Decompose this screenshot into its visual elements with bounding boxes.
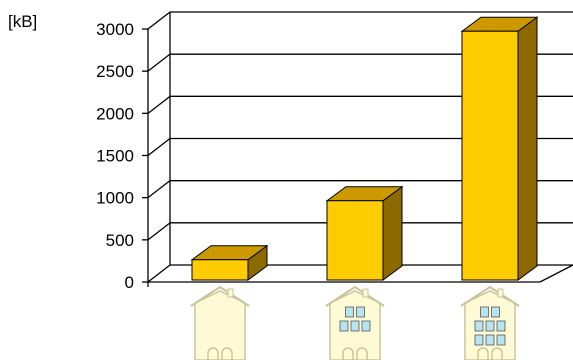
building-window <box>350 320 360 332</box>
building-roof <box>325 285 385 307</box>
gridline-depth <box>147 11 171 30</box>
three-storey-building-icon <box>460 285 520 360</box>
y-tick-label: 500 <box>106 231 134 250</box>
y-tick-label: 3000 <box>96 20 134 39</box>
category-icons <box>190 285 520 360</box>
building-roof <box>190 285 250 307</box>
building-roof <box>460 285 520 307</box>
building-window <box>474 320 484 332</box>
bar-side-face <box>382 185 403 281</box>
building-door <box>356 347 368 360</box>
bar <box>325 185 404 281</box>
building-window <box>491 306 500 318</box>
house-icon <box>190 285 250 360</box>
y-tick-label: 1000 <box>96 189 134 208</box>
building-door <box>491 347 503 360</box>
building-window <box>474 334 484 346</box>
building-chimney <box>362 288 369 298</box>
two-storey-building-icon <box>325 285 385 360</box>
y-axis-unit-label: [kB] <box>8 12 37 31</box>
bar <box>460 16 539 281</box>
y-tick-label: 2500 <box>96 62 134 81</box>
building-window <box>345 306 354 318</box>
building-window <box>496 334 506 346</box>
gridline-depth <box>147 137 171 157</box>
gridline-depth <box>147 53 171 72</box>
building-window <box>485 334 495 346</box>
gridline-depth <box>147 222 171 241</box>
building-window <box>485 320 495 332</box>
bar-side-face <box>517 16 538 281</box>
y-tick-label: 1500 <box>96 147 134 166</box>
bar-front-face <box>326 200 384 281</box>
bar-front-face <box>191 259 249 281</box>
y-tick-label: 0 <box>125 273 134 292</box>
building-body <box>194 290 246 360</box>
floor-right-edge <box>539 264 573 283</box>
building-door <box>342 347 354 360</box>
building-door <box>221 347 233 360</box>
building-window <box>496 320 506 332</box>
building-window <box>361 320 371 332</box>
building-window <box>480 306 489 318</box>
gridline-depth <box>147 180 171 199</box>
y-tick-label: 2000 <box>96 104 134 123</box>
building-chimney <box>227 288 234 298</box>
floor-left-edge <box>147 264 171 283</box>
building-door <box>207 347 219 360</box>
building-window <box>339 320 349 332</box>
bar-front-face <box>461 30 519 281</box>
gridline-depth <box>147 95 171 114</box>
bar <box>190 244 269 281</box>
y-tick-labels: 0 500 1000 1500 2000 2500 3000 <box>96 20 134 292</box>
building-chimney <box>497 288 504 298</box>
bars <box>190 16 539 281</box>
building-door <box>477 347 489 360</box>
building-window <box>356 306 365 318</box>
